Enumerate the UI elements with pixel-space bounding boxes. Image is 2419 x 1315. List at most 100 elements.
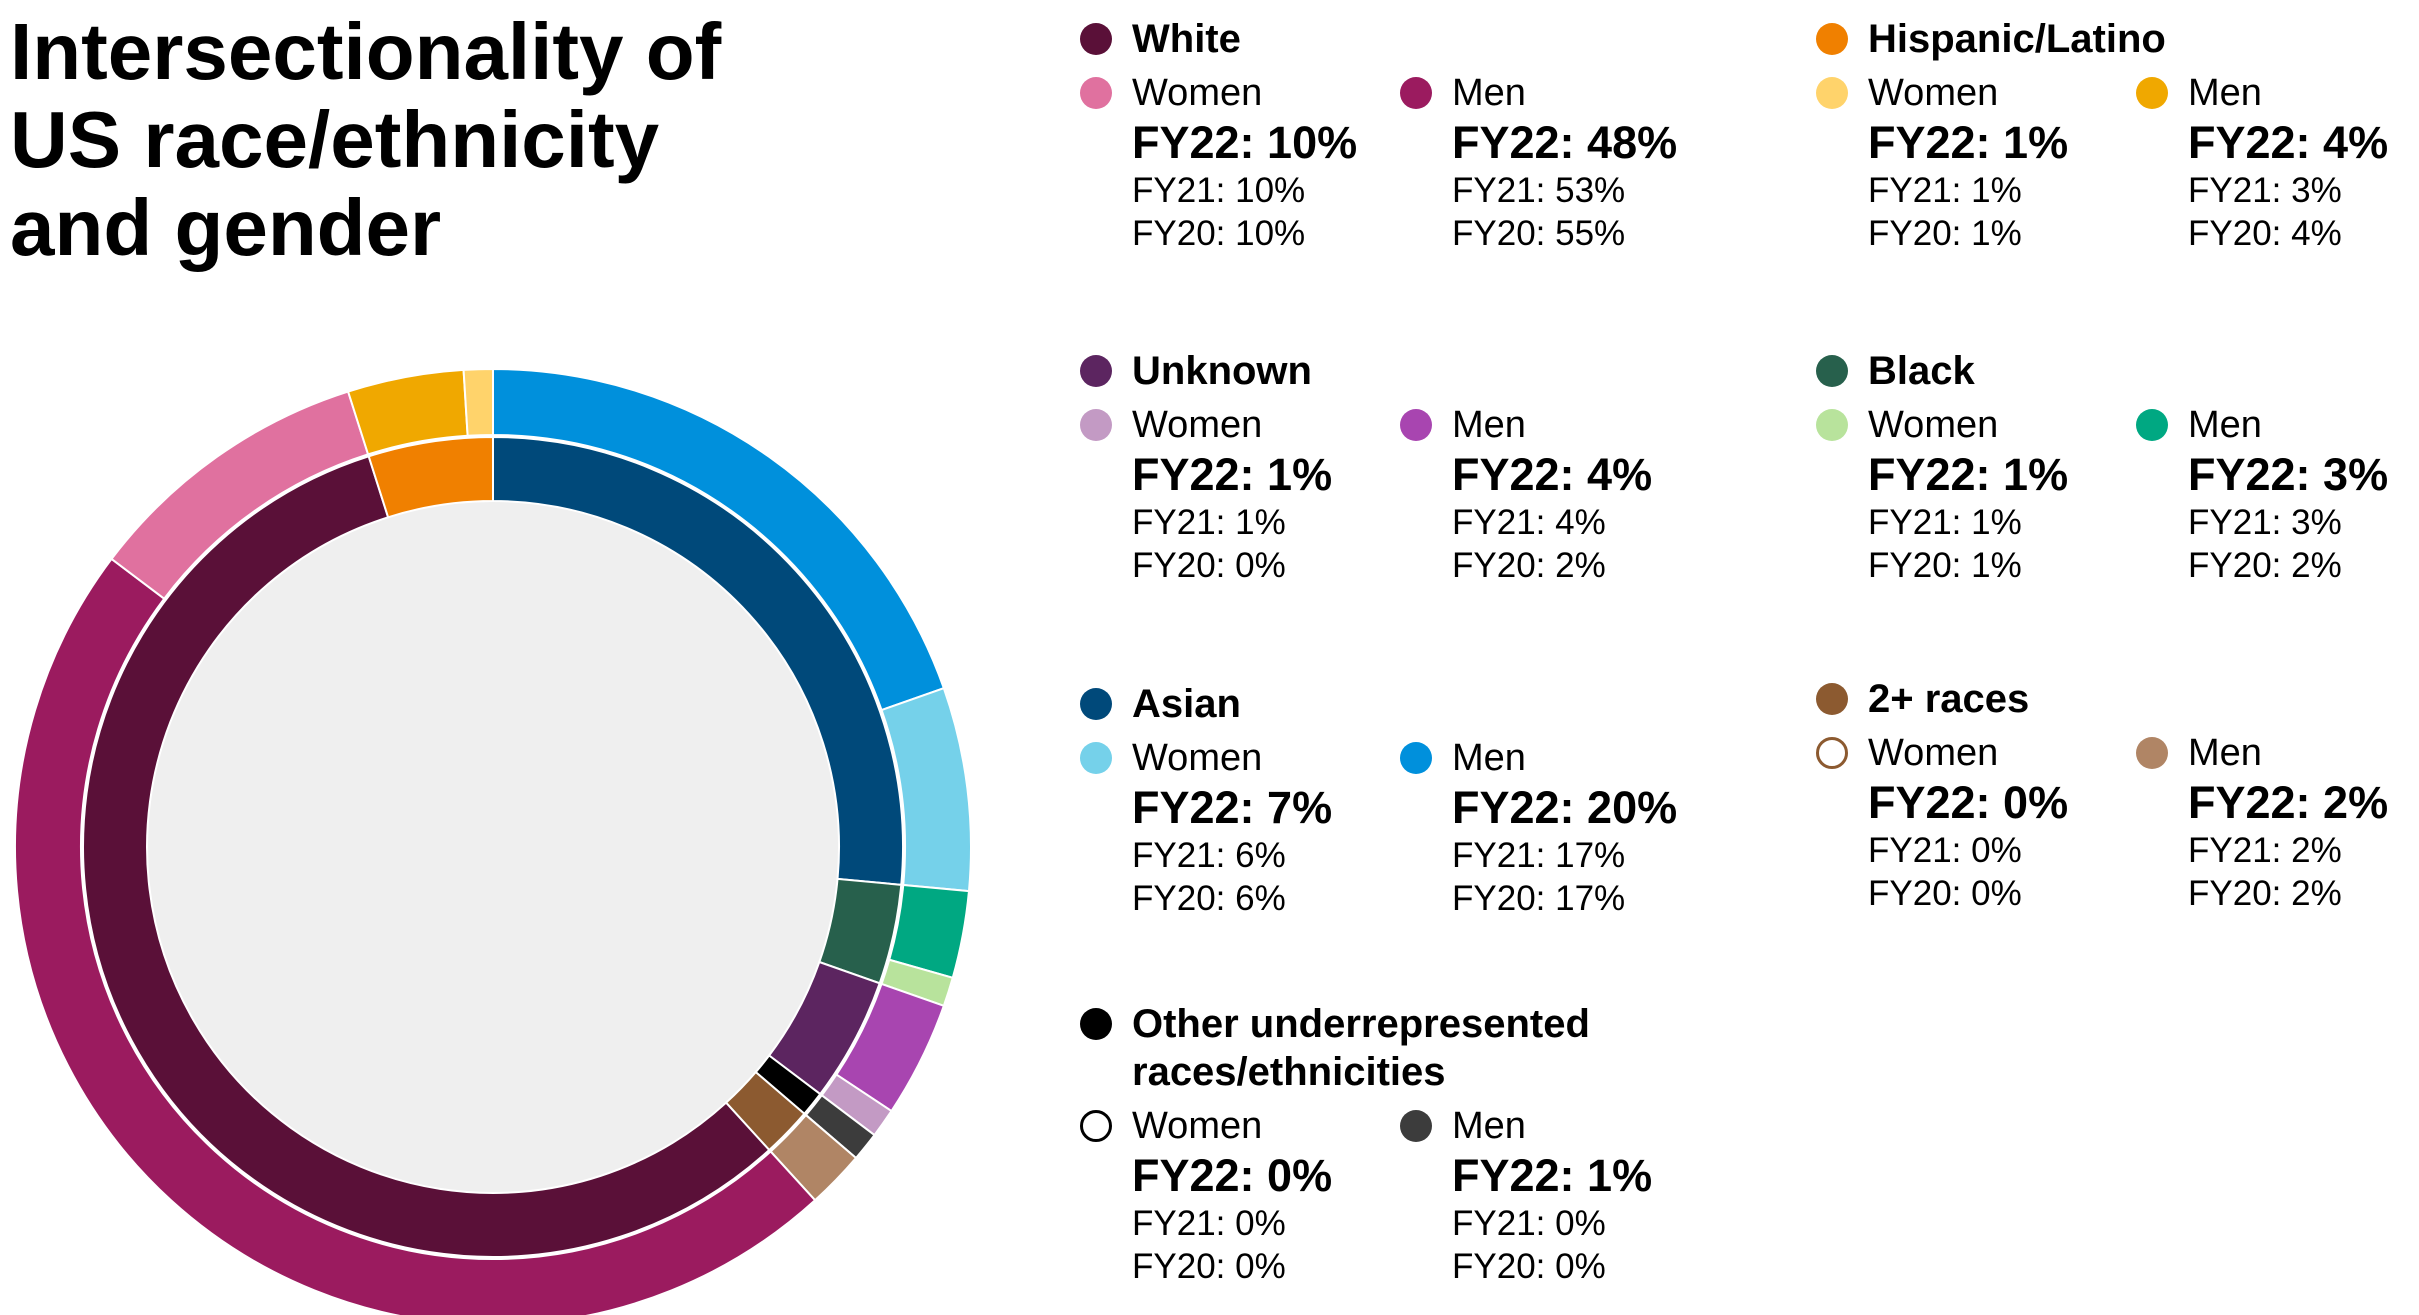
legend-group-header: Other underrepresented races/ethnicities — [1080, 1000, 1720, 1096]
value-label: FY20: 0% — [1868, 874, 2022, 913]
legend-marker — [1080, 688, 1112, 720]
legend-entry: Women — [1080, 401, 1400, 449]
legend-entry: Women — [1080, 1102, 1400, 1150]
legend-group: Asian Women FY22: 7% FY21: 6% FY20: 6% Men FY2… — [1080, 680, 1720, 920]
value-label: FY20: 6% — [1132, 879, 1286, 918]
value-label: FY21: 3% — [2188, 171, 2342, 210]
series-name: Men — [1452, 1105, 1526, 1147]
value-label: FY20: 1% — [1868, 546, 2022, 585]
series-name: Men — [2188, 72, 2262, 114]
legend-entry: Women — [1816, 729, 2136, 777]
legend-group: Black Women FY22: 1% FY21: 1% FY20: 1% Men FY2… — [1816, 347, 2419, 587]
legend-group-header: Asian — [1080, 680, 1720, 728]
legend-group: Hispanic/Latino Women FY22: 1% FY21: 1% FY20… — [1816, 15, 2419, 255]
legend-group-header: 2+ races — [1816, 675, 2419, 723]
value-label: FY20: 0% — [1452, 1247, 1606, 1286]
legend-marker — [1080, 23, 1112, 55]
value-label: FY21: 17% — [1452, 836, 1626, 875]
legend-marker — [2136, 77, 2168, 109]
legend-marker — [1400, 1110, 1432, 1142]
value-label: FY22: 20% — [1452, 782, 1678, 833]
legend-marker — [1080, 77, 1112, 109]
series-name: Women — [1132, 72, 1263, 114]
inner-segment — [82, 455, 771, 1259]
legend-column: Women FY22: 0% FY21: 0% FY20: 0% — [1080, 1102, 1400, 1288]
legend-marker — [1080, 1008, 1112, 1040]
legend-columns: Women FY22: 10% FY21: 10% FY20: 10% Men FY22:… — [1080, 69, 1720, 255]
legend-marker — [2136, 737, 2168, 769]
legend-marker — [1400, 77, 1432, 109]
value-label: FY21: 1% — [1868, 171, 2022, 210]
legend-group-header: Unknown — [1080, 347, 1720, 395]
value-label: FY21: 1% — [1868, 503, 2022, 542]
legend-column: Men FY22: 48% FY21: 53% FY20: 55% — [1400, 69, 1720, 255]
legend-entry: Women — [1080, 734, 1400, 782]
series-name: Men — [1452, 737, 1526, 779]
value-label: FY20: 2% — [2188, 874, 2342, 913]
value-label: FY22: 4% — [2188, 117, 2389, 168]
legend-column: Women FY22: 1% FY21: 1% FY20: 1% — [1816, 69, 2136, 255]
legend-column: Women FY22: 1% FY21: 1% FY20: 1% — [1816, 401, 2136, 587]
value-label: FY21: 0% — [1868, 831, 2022, 870]
legend-columns: Women FY22: 1% FY21: 1% FY20: 1% Men FY22: 3%… — [1816, 401, 2419, 587]
legend-marker — [1080, 742, 1112, 774]
legend-marker — [1816, 683, 1848, 715]
inner-segment — [367, 435, 494, 519]
legend-entry: Men — [1400, 401, 1720, 449]
legend-entry: Men — [2136, 729, 2419, 777]
value-label: FY20: 10% — [1132, 214, 1306, 253]
value-label: FY21: 3% — [2188, 503, 2342, 542]
value-label: FY22: 0% — [1132, 1150, 1333, 1201]
legend-column: Men FY22: 1% FY21: 0% FY20: 0% — [1400, 1102, 1720, 1288]
value-label: FY22: 10% — [1132, 117, 1358, 168]
group-name: Asian — [1132, 682, 1241, 726]
value-label: FY20: 0% — [1132, 1247, 1286, 1286]
group-name: Unknown — [1132, 349, 1312, 393]
value-label: FY22: 2% — [2188, 777, 2389, 828]
value-label: FY20: 4% — [2188, 214, 2342, 253]
value-label: FY20: 1% — [1868, 214, 2022, 253]
value-label: FY21: 1% — [1132, 503, 1286, 542]
series-name: Men — [2188, 404, 2262, 446]
series-name: Women — [1868, 404, 1999, 446]
value-label: FY21: 4% — [1452, 503, 1606, 542]
value-label: FY20: 55% — [1452, 214, 1626, 253]
value-label: FY20: 0% — [1132, 546, 1286, 585]
legend-marker — [1080, 1110, 1112, 1142]
value-label: FY21: 53% — [1452, 171, 1626, 210]
value-label: FY22: 4% — [1452, 449, 1653, 500]
legend-columns: Women FY22: 0% FY21: 0% FY20: 0% Men FY22: 1%… — [1080, 1102, 1720, 1288]
value-label: FY22: 7% — [1132, 782, 1333, 833]
legend-marker — [1400, 409, 1432, 441]
series-name: Women — [1132, 737, 1263, 779]
outer-segment — [462, 367, 494, 437]
legend-entry: Men — [1400, 734, 1720, 782]
legend-columns: Women FY22: 7% FY21: 6% FY20: 6% Men FY22: 20… — [1080, 734, 1720, 920]
legend-column: Women FY22: 10% FY21: 10% FY20: 10% — [1080, 69, 1400, 255]
legend-marker — [1816, 409, 1848, 441]
legend-group: White Women FY22: 10% FY21: 10% FY20: 10% Men… — [1080, 15, 1720, 255]
group-name: 2+ races — [1868, 677, 2030, 721]
value-label: FY21: 2% — [2188, 831, 2342, 870]
legend-marker — [1400, 742, 1432, 774]
legend-entry: Men — [2136, 69, 2419, 117]
legend-columns: Women FY22: 0% FY21: 0% FY20: 0% Men FY22: 2%… — [1816, 729, 2419, 915]
legend-marker — [1816, 355, 1848, 387]
value-label: FY21: 6% — [1132, 836, 1286, 875]
legend-group-header: White — [1080, 15, 1720, 63]
legend-column: Women FY22: 1% FY21: 1% FY20: 0% — [1080, 401, 1400, 587]
value-label: FY21: 0% — [1132, 1204, 1286, 1243]
series-name: Men — [1452, 72, 1526, 114]
value-label: FY20: 2% — [1452, 546, 1606, 585]
legend-column: Men FY22: 3% FY21: 3% FY20: 2% — [2136, 401, 2419, 587]
legend-entry: Men — [1400, 1102, 1720, 1150]
series-name: Men — [2188, 732, 2262, 774]
legend-column: Men FY22: 2% FY21: 2% FY20: 2% — [2136, 729, 2419, 915]
legend-marker — [1816, 737, 1848, 769]
series-name: Women — [1868, 732, 1999, 774]
value-label: FY21: 10% — [1132, 171, 1306, 210]
value-label: FY22: 3% — [2188, 449, 2389, 500]
legend-entry: Women — [1816, 69, 2136, 117]
legend-column: Men FY22: 4% FY21: 4% FY20: 2% — [1400, 401, 1720, 587]
